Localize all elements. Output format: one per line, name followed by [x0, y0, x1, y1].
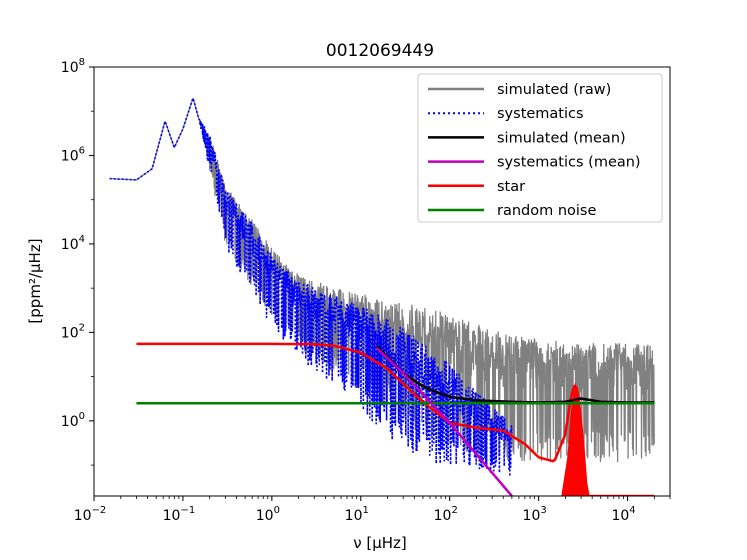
- x-tick-label: 100: [256, 505, 280, 524]
- series-systematics-mean: [375, 346, 513, 496]
- y-tick-label: 104: [61, 234, 85, 253]
- x-tick-label: 104: [611, 505, 635, 524]
- y-tick-label: 108: [61, 57, 85, 76]
- plot-area: [93, 66, 671, 497]
- y-tick-label: 100: [61, 411, 85, 430]
- chart-title: 0012069449: [326, 41, 434, 61]
- y-tick-label: 102: [61, 322, 85, 341]
- series-systematics: [109, 97, 513, 478]
- series-star-peak-fill: [561, 382, 587, 496]
- y-axis-label: [ppm²/μHz]: [26, 238, 44, 323]
- x-tick-label: 103: [523, 505, 547, 524]
- x-tick-label: 101: [345, 505, 369, 524]
- legend-label-simulated-raw: simulated (raw): [497, 82, 611, 98]
- legend-label-star: star: [497, 179, 525, 195]
- series-layer: [109, 97, 655, 496]
- y-tick-label: 106: [61, 145, 85, 164]
- legend-label-random-noise: random noise: [497, 203, 596, 219]
- x-axis-label: ν [μHz]: [353, 534, 407, 552]
- plot-frame: [93, 66, 671, 497]
- x-tick-label: 10−2: [74, 505, 107, 524]
- legend-label-simulated-mean: simulated (mean): [497, 130, 626, 146]
- x-tick-label: 10−1: [163, 505, 196, 524]
- legend: simulated (raw) systematics simulated (mea…: [417, 73, 663, 223]
- x-tick-label: 102: [434, 505, 458, 524]
- y-axis: 100 102 104 106 108: [61, 57, 94, 466]
- legend-label-systematics: systematics: [497, 106, 584, 122]
- series-simulated-mean: [375, 344, 655, 404]
- x-axis: 10−2 10−1 100 101 102 103 104: [74, 496, 671, 524]
- series-star: [136, 342, 655, 496]
- legend-label-systematics-mean: systematics (mean): [497, 155, 641, 171]
